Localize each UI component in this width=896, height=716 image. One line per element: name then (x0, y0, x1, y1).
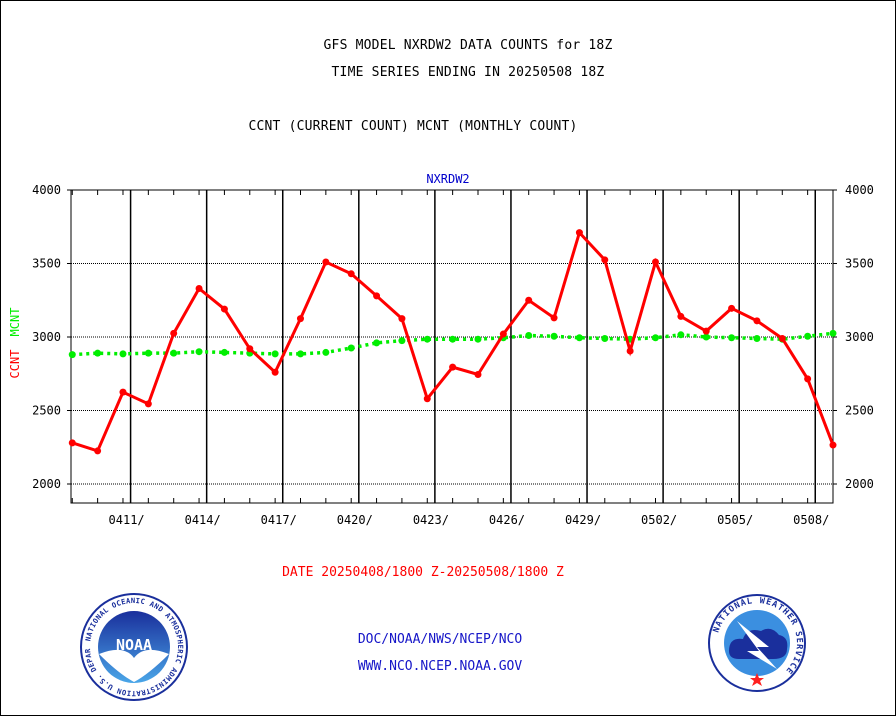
x-tick-label: 0429/ (565, 513, 601, 527)
data-point-mcnt (398, 337, 406, 345)
data-point-mcnt (373, 339, 381, 347)
y-tick-label-left: 2000 (32, 477, 61, 491)
data-point-mcnt (170, 349, 178, 357)
x-tick-label: 0423/ (413, 513, 449, 527)
data-point-mcnt (601, 334, 609, 342)
data-point-ccnt (170, 329, 178, 337)
data-point-mcnt (271, 350, 279, 358)
data-point-mcnt (702, 333, 710, 341)
data-point-mcnt (347, 344, 355, 352)
plot-frame (70, 189, 834, 504)
y-tick-label-left: 4000 (32, 183, 61, 197)
noaa-logo-text: NOAA (116, 636, 152, 654)
data-point-mcnt (94, 349, 102, 357)
data-point-ccnt (449, 363, 457, 371)
x-tick-label: 0426/ (489, 513, 525, 527)
y-tick-label-right: 4000 (845, 183, 874, 197)
data-point-ccnt (68, 439, 76, 447)
y-tick-label-right: 2500 (845, 404, 874, 418)
data-point-ccnt (398, 315, 406, 323)
chart-title-line2: TIME SERIES ENDING IN 20250508 18Z (331, 65, 605, 80)
data-point-mcnt (804, 332, 812, 340)
data-point-ccnt (753, 317, 761, 325)
data-point-mcnt (322, 348, 330, 356)
y-tick-label-left: 2500 (32, 404, 61, 418)
data-point-ccnt (550, 314, 558, 322)
data-point-mcnt (144, 349, 152, 357)
data-point-mcnt (728, 334, 736, 342)
data-point-ccnt (322, 258, 330, 266)
chart-title-line1: GFS MODEL NXRDW2 DATA COUNTS for 18Z (323, 38, 613, 53)
data-point-mcnt (829, 329, 837, 337)
data-point-ccnt (246, 345, 254, 353)
data-point-ccnt (804, 375, 812, 383)
data-point-ccnt (144, 400, 152, 408)
y-tick-label-left: 3000 (32, 330, 61, 344)
data-point-mcnt (550, 332, 558, 340)
data-point-ccnt (271, 368, 279, 376)
data-point-mcnt (474, 335, 482, 343)
data-point-ccnt (220, 305, 228, 313)
data-point-ccnt (601, 256, 609, 264)
data-point-mcnt (449, 335, 457, 343)
chart-plot-title: NXRDW2 (426, 172, 469, 186)
x-tick-label: 0505/ (717, 513, 753, 527)
data-point-mcnt (195, 348, 203, 356)
data-point-ccnt (575, 229, 583, 237)
data-point-mcnt (753, 334, 761, 342)
date-range-label: DATE 20250408/1800 Z-20250508/1800 Z (282, 565, 564, 580)
y-axis-label-mcnt: MCNT (8, 308, 22, 337)
y-tick-label-left: 3500 (32, 257, 61, 271)
data-point-ccnt (651, 258, 659, 266)
data-point-ccnt (778, 334, 786, 342)
data-point-ccnt (728, 304, 736, 312)
line-chart: 2000 2000 2500 2500 3000 3000 3500 3500 4000 4000… (8, 172, 874, 527)
data-point-ccnt (626, 347, 634, 355)
data-point-mcnt (119, 350, 127, 358)
x-tick-label: 0508/ (793, 513, 829, 527)
data-point-ccnt (347, 270, 355, 278)
data-point-ccnt (525, 296, 533, 304)
noaa-logo: NATIONAL OCEANIC AND ATMOSPHERIC ADMINIS… (79, 592, 188, 701)
data-point-mcnt (651, 334, 659, 342)
footer-url-line[interactable]: WWW.NCO.NCEP.NOAA.GOV (357, 659, 523, 674)
y-axis-label-ccnt: CCNT (8, 350, 22, 379)
x-tick-label: 0420/ (337, 513, 373, 527)
data-point-mcnt (423, 335, 431, 343)
x-tick-label: 0411/ (109, 513, 145, 527)
x-tick-label: 0414/ (185, 513, 221, 527)
y-tick-label-right: 2000 (845, 477, 874, 491)
data-point-ccnt (296, 315, 304, 323)
data-point-ccnt (119, 388, 127, 396)
chart-subtitle: CCNT (CURRENT COUNT) MCNT (MONTHLY COUNT… (248, 119, 578, 134)
data-point-ccnt (423, 395, 431, 403)
nws-logo: NATIONAL WEATHER SERVICE (708, 594, 806, 692)
data-point-ccnt (829, 441, 837, 449)
x-tick-label: 0502/ (641, 513, 677, 527)
data-point-ccnt (474, 370, 482, 378)
data-point-ccnt (195, 284, 203, 292)
footer-org-line: DOC/NOAA/NWS/NCEP/NCO (357, 632, 523, 647)
x-tick-label: 0417/ (261, 513, 297, 527)
data-point-ccnt (373, 292, 381, 300)
data-point-ccnt (499, 330, 507, 338)
data-point-mcnt (220, 348, 228, 356)
data-point-mcnt (68, 351, 76, 359)
data-point-mcnt (525, 332, 533, 340)
data-point-mcnt (296, 350, 304, 358)
data-point-ccnt (677, 312, 685, 320)
data-point-ccnt (94, 447, 102, 455)
y-tick-label-right: 3000 (845, 330, 874, 344)
data-point-ccnt (702, 327, 710, 335)
data-point-mcnt (575, 334, 583, 342)
data-point-mcnt (677, 331, 685, 339)
y-tick-label-right: 3500 (845, 257, 874, 271)
